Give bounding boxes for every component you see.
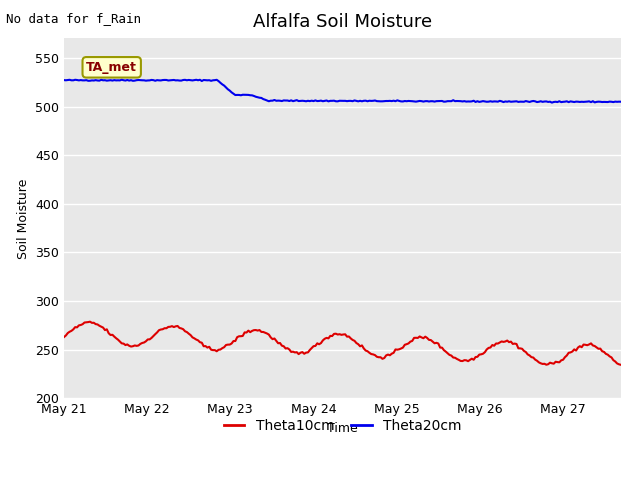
Text: TA_met: TA_met <box>86 61 137 74</box>
Y-axis label: Soil Moisture: Soil Moisture <box>17 178 29 259</box>
Legend: Theta10cm, Theta20cm: Theta10cm, Theta20cm <box>218 413 467 438</box>
X-axis label: Time: Time <box>327 422 358 435</box>
Text: No data for f_Rain: No data for f_Rain <box>6 12 141 25</box>
Title: Alfalfa Soil Moisture: Alfalfa Soil Moisture <box>253 13 432 31</box>
